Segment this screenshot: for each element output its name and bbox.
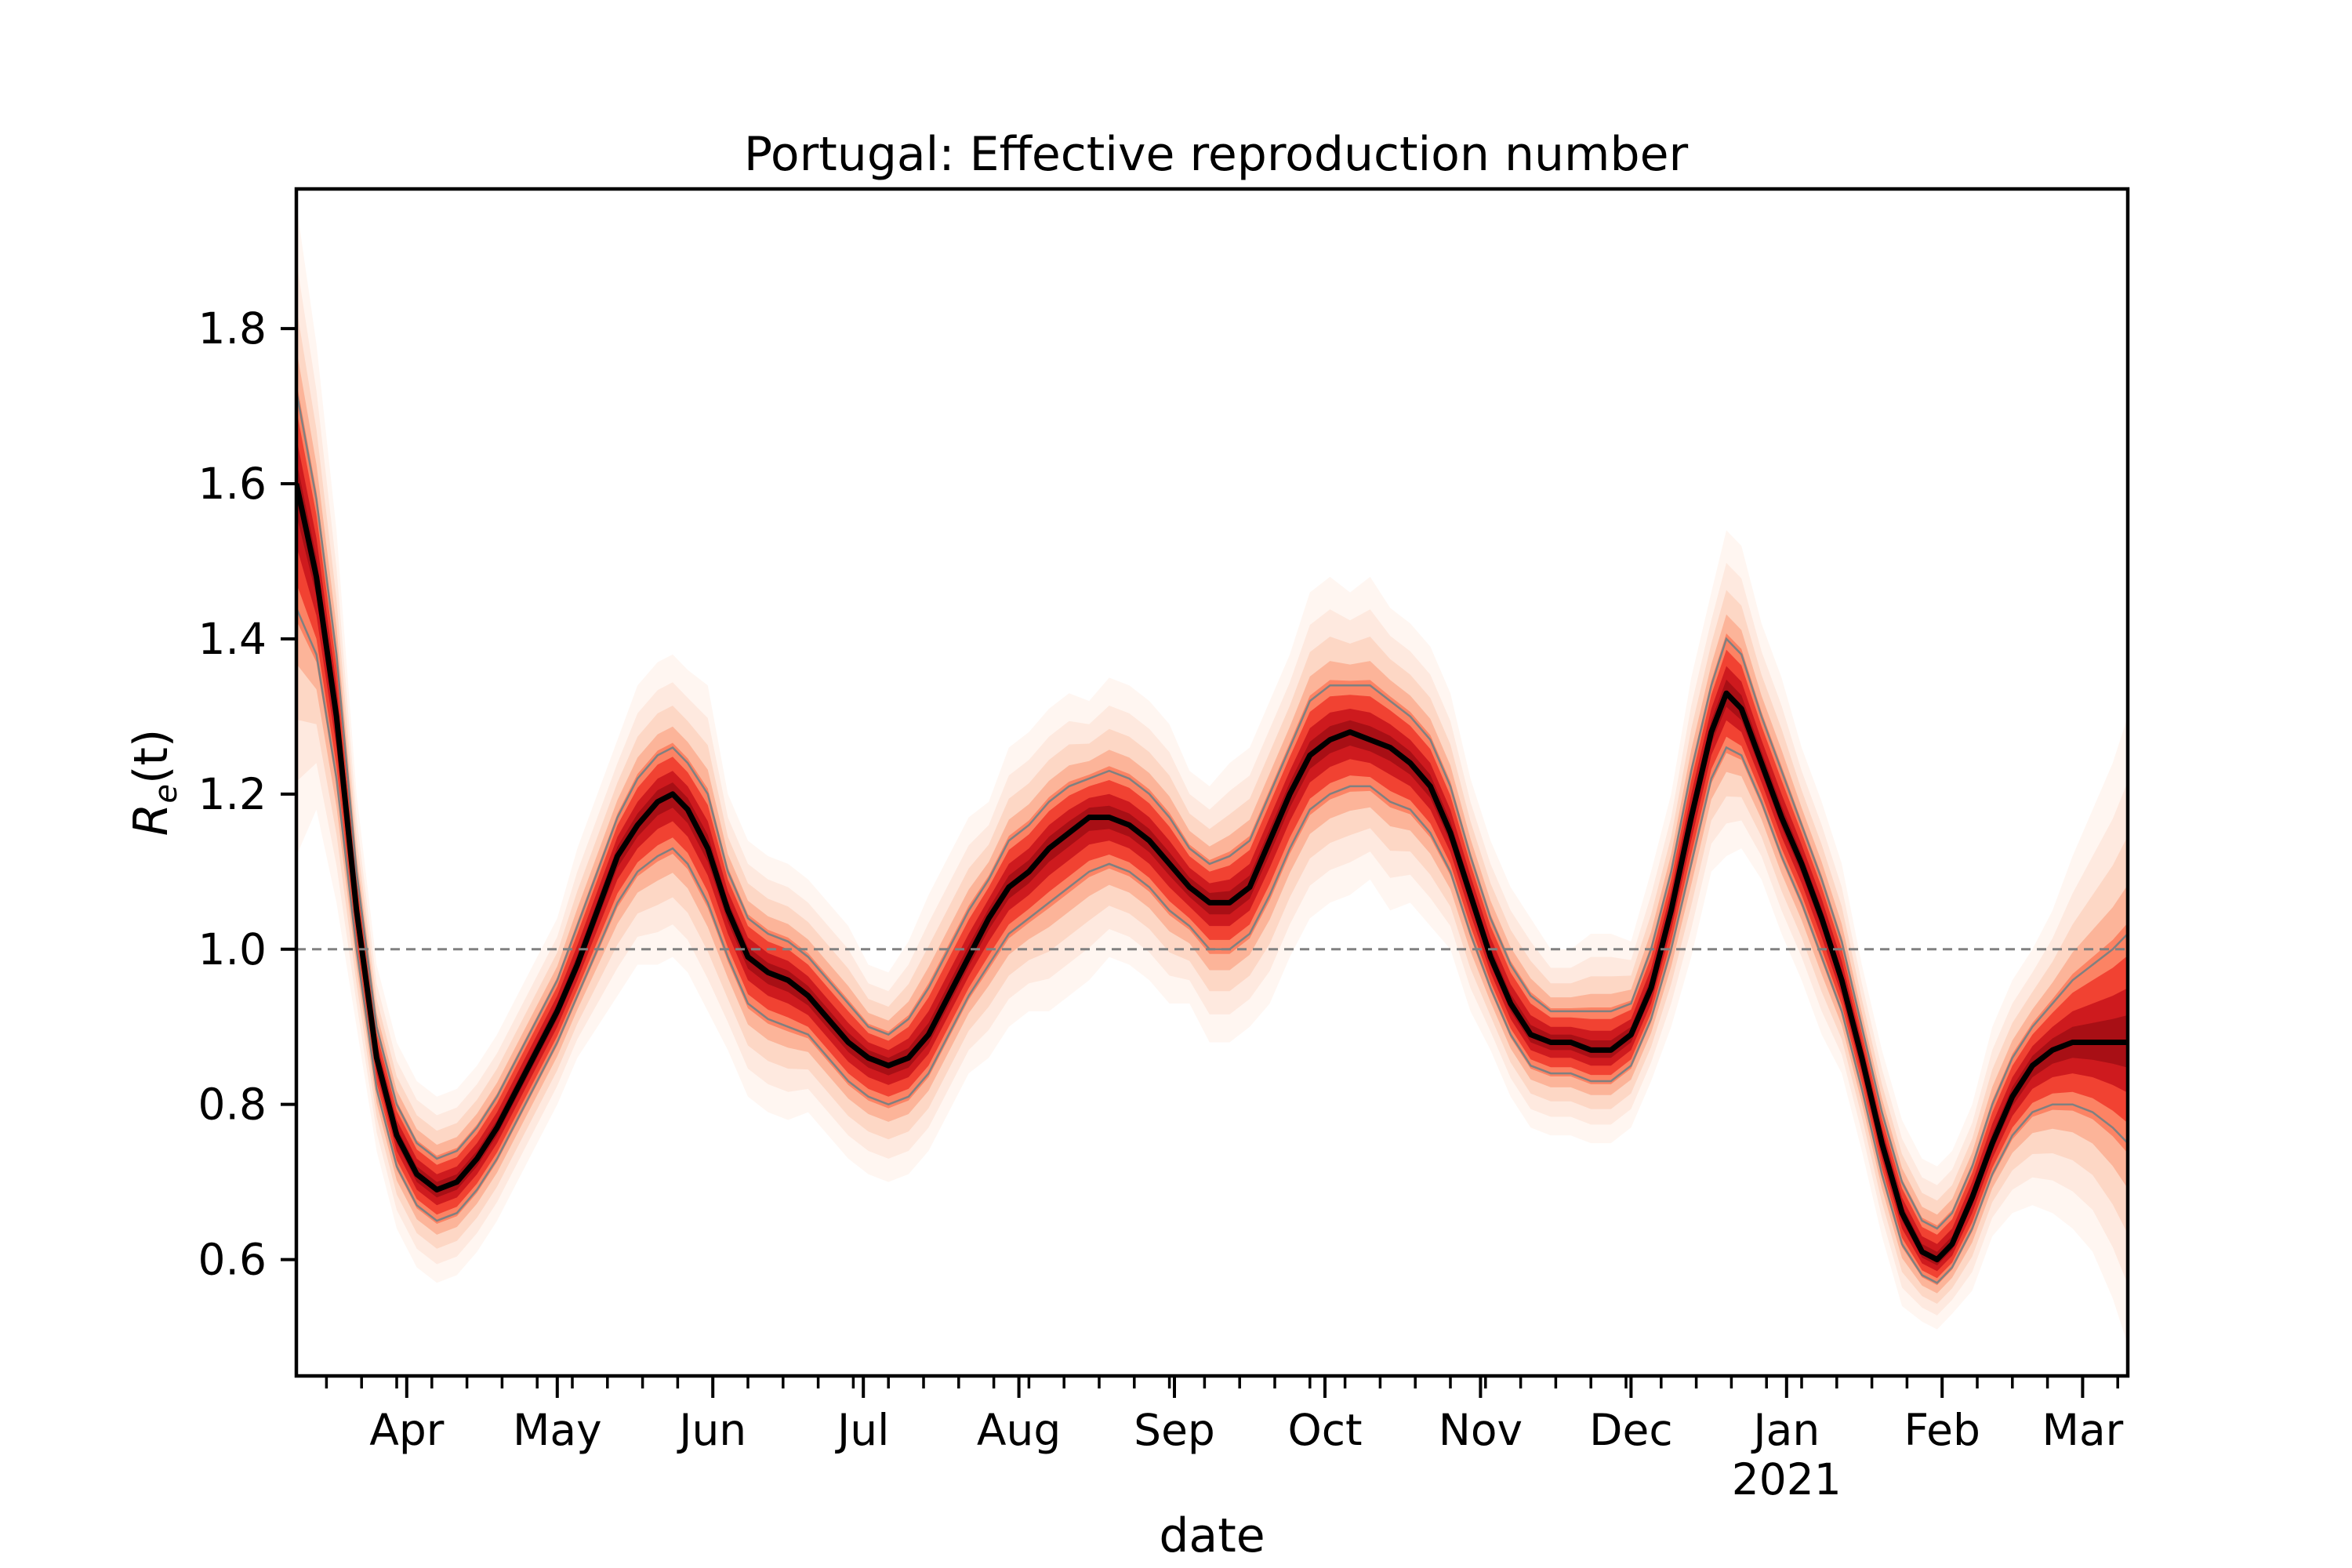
x-year-label: 2021 <box>1732 1454 1842 1504</box>
y-tick-label: 1.2 <box>198 769 267 819</box>
x-tick-label: Apr <box>369 1405 445 1455</box>
x-tick-label: Jan <box>1751 1405 1820 1455</box>
chart-title: Portugal: Effective reproduction number <box>744 127 1689 182</box>
x-tick-label: Jul <box>835 1405 889 1455</box>
y-tick-label: 1.0 <box>198 924 267 975</box>
y-tick-label: 0.6 <box>198 1235 267 1285</box>
x-tick-label: May <box>513 1405 602 1455</box>
plot-area <box>296 204 2128 1345</box>
y-axis-label-arg: (t) <box>124 729 179 784</box>
y-tick-label: 1.6 <box>198 459 267 509</box>
x-tick-label: Sep <box>1134 1405 1215 1455</box>
x-tick-label: Nov <box>1439 1405 1523 1455</box>
y-tick-label: 1.4 <box>198 614 267 664</box>
lower-bound-line <box>296 607 2128 1284</box>
x-tick-label: Aug <box>977 1405 1061 1455</box>
x-tick-label: Feb <box>1904 1405 1980 1455</box>
y-axis-label: Re(t) <box>124 729 184 837</box>
y-tick-label: 1.8 <box>198 303 267 354</box>
median-line <box>296 483 2128 1263</box>
y-axis-label-base: R <box>124 804 179 837</box>
plot-frame <box>294 187 2130 1378</box>
x-tick-label: Dec <box>1589 1405 1672 1455</box>
density-band-1 <box>296 260 2128 1316</box>
x-tick-label: Jun <box>677 1405 746 1455</box>
x-tick-label: Oct <box>1287 1405 1362 1455</box>
x-axis-label: date <box>1159 1508 1265 1563</box>
axes: 0.6 0.8 1.0 1.2 1.4 1.6 1.8 Apr May Jun Jul Aug Sep O… <box>198 303 2124 1504</box>
x-tick-label: Mar <box>2042 1405 2124 1455</box>
y-tick-label: 0.8 <box>198 1080 267 1130</box>
upper-bound-line <box>296 390 2128 1230</box>
y-axis-label-sub: e <box>148 784 184 804</box>
